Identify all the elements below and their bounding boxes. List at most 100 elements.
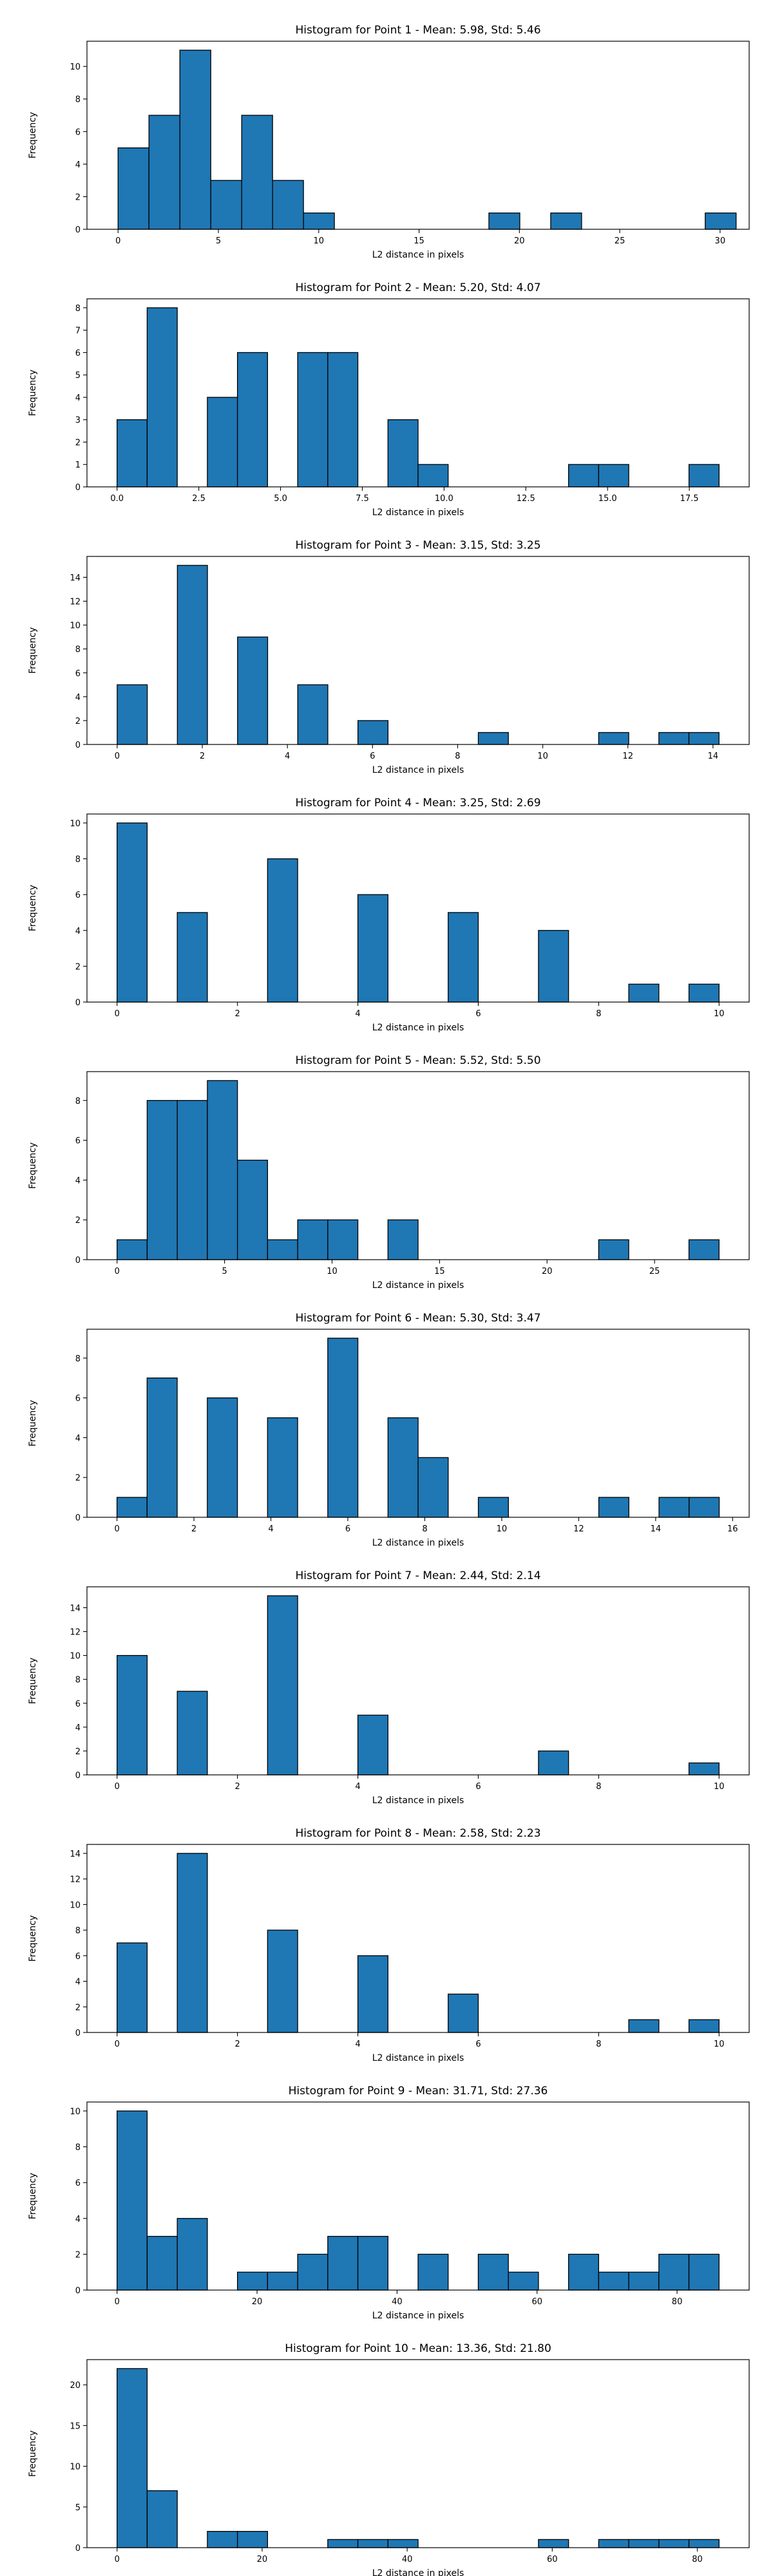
- y-tick-label: 8: [75, 645, 81, 655]
- histogram-bar: [387, 1417, 419, 1518]
- x-tick-label: 10: [497, 1524, 508, 1534]
- plot-frame: [86, 1586, 750, 1776]
- histogram-panel-1: Histogram for Point 1 - Mean: 5.98, Std:…: [28, 24, 750, 260]
- histogram-bar: [477, 1497, 509, 1518]
- x-tick-label: 4: [355, 1782, 360, 1792]
- y-tick-label: 8: [75, 304, 81, 314]
- histogram-bar: [477, 732, 509, 745]
- histogram-bar: [177, 565, 208, 745]
- histogram-bar: [236, 352, 269, 488]
- y-tick-label: 6: [75, 1394, 81, 1404]
- x-tick-label: 10: [714, 1009, 725, 1019]
- plot-frame: [86, 298, 750, 488]
- chart-title: Histogram for Point 2 - Mean: 5.20, Std:…: [295, 281, 540, 294]
- histogram-panel-3: Histogram for Point 3 - Mean: 3.15, Std:…: [28, 539, 750, 775]
- histogram-bar: [117, 684, 148, 745]
- chart-title: Histogram for Point 8 - Mean: 2.58, Std:…: [295, 1827, 540, 1840]
- y-tick-label: 4: [75, 160, 81, 170]
- x-tick-label: 20: [252, 2297, 263, 2307]
- histogram-bar: [550, 213, 582, 230]
- histogram-bar: [688, 732, 720, 745]
- histogram-bar: [207, 397, 238, 488]
- histogram-panel-8: Histogram for Point 8 - Mean: 2.58, Std:…: [28, 1827, 750, 2063]
- y-tick-label: 8: [75, 1097, 81, 1106]
- histogram-bar: [146, 2490, 178, 2548]
- y-tick-label: 4: [75, 1723, 81, 1733]
- x-tick-label: 60: [547, 2555, 558, 2564]
- histogram-bar: [297, 352, 329, 488]
- x-tick-label: 12: [573, 1524, 584, 1534]
- y-tick-label: 0: [75, 741, 81, 750]
- histogram-bar: [598, 2271, 629, 2291]
- histogram-bar: [417, 1457, 449, 1518]
- y-tick-label: 5: [75, 2503, 81, 2513]
- plot-frame: [86, 1071, 750, 1260]
- x-tick-label: 10: [327, 1267, 338, 1276]
- x-axis-label: L2 distance in pixels: [372, 765, 464, 775]
- y-tick-label: 8: [75, 1354, 81, 1364]
- y-tick-label: 6: [75, 669, 81, 679]
- histogram-bar: [688, 464, 720, 488]
- y-tick-label: 2: [75, 438, 81, 448]
- y-tick-label: 4: [75, 927, 81, 936]
- y-tick-label: 0: [75, 2286, 81, 2296]
- y-tick-label: 6: [75, 1952, 81, 1962]
- histogram-bar: [303, 213, 335, 230]
- x-tick-label: 10: [537, 752, 548, 761]
- y-tick-label: 6: [75, 1137, 81, 1146]
- y-tick-label: 4: [75, 1176, 81, 1186]
- y-tick-label: 6: [75, 2179, 81, 2188]
- histogram-bar: [628, 2539, 660, 2548]
- x-tick-label: 2: [234, 1009, 240, 1019]
- histogram-bar: [538, 930, 569, 1003]
- x-tick-label: 8: [596, 1009, 601, 1019]
- y-tick-label: 12: [70, 1628, 81, 1638]
- x-tick-label: 2: [234, 2040, 240, 2049]
- y-tick-label: 2: [75, 962, 81, 972]
- x-tick-label: 10.0: [435, 494, 453, 504]
- histogram-bar: [688, 2019, 720, 2033]
- histogram-bar: [628, 2271, 660, 2291]
- x-axis-label: L2 distance in pixels: [372, 2311, 464, 2321]
- x-tick-label: 40: [392, 2297, 403, 2307]
- histogram-bar: [598, 1239, 629, 1260]
- histogram-bar: [598, 732, 629, 745]
- x-tick-label: 40: [402, 2555, 413, 2564]
- histogram-bar: [267, 1595, 298, 1776]
- histogram-bar: [327, 2539, 359, 2548]
- histogram-bar: [568, 464, 600, 488]
- chart-title: Histogram for Point 10 - Mean: 13.36, St…: [285, 2342, 551, 2355]
- y-axis-label: Frequency: [28, 1142, 38, 1189]
- y-axis-label: Frequency: [28, 1915, 38, 1962]
- x-axis-label: L2 distance in pixels: [372, 2568, 464, 2576]
- y-tick-label: 3: [75, 416, 81, 426]
- y-axis-label: Frequency: [28, 2173, 38, 2219]
- histogram-bar: [417, 464, 449, 488]
- histogram-bar: [387, 1219, 419, 1260]
- x-tick-label: 2: [200, 752, 205, 761]
- chart-title: Histogram for Point 5 - Mean: 5.52, Std:…: [295, 1054, 540, 1067]
- histogram-bar: [658, 2253, 690, 2291]
- y-tick-label: 8: [75, 95, 81, 105]
- y-tick-label: 10: [70, 62, 81, 72]
- histogram-bar: [117, 2368, 148, 2548]
- histogram-bar: [297, 1219, 329, 1260]
- x-tick-label: 14: [651, 1524, 662, 1534]
- histogram-bar: [688, 2539, 720, 2548]
- histogram-bar: [236, 1159, 269, 1260]
- y-tick-label: 10: [70, 621, 81, 631]
- histogram-bar: [477, 2253, 509, 2291]
- histogram-bar: [598, 2539, 629, 2548]
- y-tick-label: 12: [70, 598, 81, 607]
- histogram-bar: [117, 1654, 148, 1776]
- y-tick-label: 5: [75, 371, 81, 381]
- y-tick-label: 12: [70, 1875, 81, 1885]
- histogram-bar: [207, 1080, 238, 1260]
- x-tick-label: 30: [715, 236, 726, 246]
- histogram-bar: [357, 2235, 388, 2291]
- histogram-bar: [267, 1239, 298, 1260]
- y-tick-label: 0: [75, 2544, 81, 2553]
- x-tick-label: 0: [115, 1009, 120, 1019]
- histogram-bar: [117, 1942, 148, 2033]
- histogram-bar: [116, 1497, 148, 1518]
